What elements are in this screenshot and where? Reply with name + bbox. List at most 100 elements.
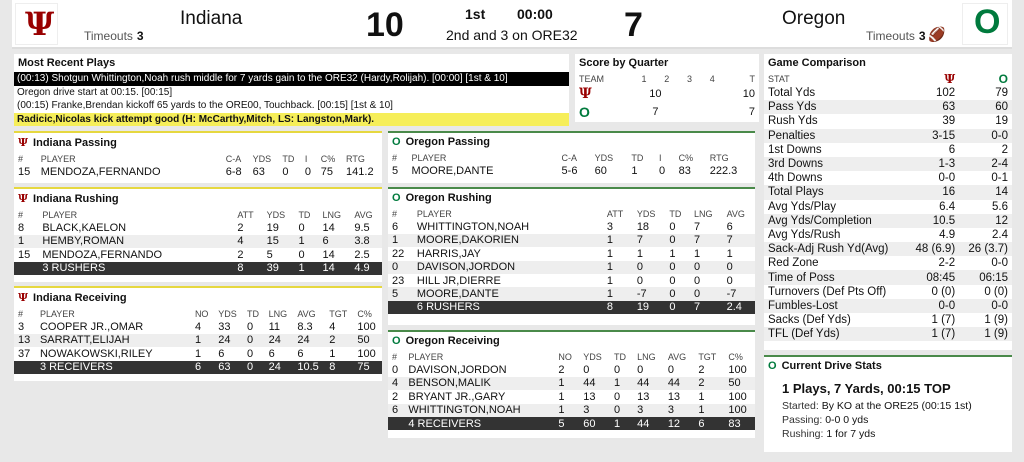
oregon-receiving-table: # PLAYER NO YDS TD LNG AVG TGT C% 0 DAVISON,JORDO… [388, 350, 755, 431]
oregon-icon: O [392, 335, 401, 347]
recent-plays-panel: Most Recent Plays (00:13) Shotgun Whitti… [14, 54, 569, 126]
oregon-icon: O [579, 104, 590, 121]
play-item: (00:13) Shotgun Whittington,Noah rush mi… [14, 72, 569, 86]
away-team-name: Oregon [782, 8, 846, 29]
table-row: 1st Downs 6 2 [768, 143, 1008, 156]
oregon-passing-title: Oregon Passing [405, 136, 490, 148]
indiana-passing-title: Indiana Passing [33, 136, 117, 149]
drive-started: Started: By KO at the ORE25 (00:15 1st) [782, 400, 972, 412]
table-row: 15 MENDOZA,FERNANDO 2 5 0 14 2.5 [18, 248, 370, 261]
scoreboard-header: Ψ Indiana Timeouts 3 10 1st 00:00 2nd and… [12, 0, 1012, 49]
totals-row: 3 RUSHERS 8 39 1 14 4.9 [14, 261, 382, 275]
indiana-rushing-title: Indiana Rushing [33, 192, 119, 205]
table-row: Rush Yds 39 19 [768, 115, 1008, 128]
period: 1st [465, 6, 486, 22]
oregon-icon: O [998, 72, 1008, 86]
game-comparison-title: Game Comparison [768, 57, 866, 69]
table-row: Sack-Adj Rush Yd(Avg) 48 (6.9) 26 (3.7) [764, 242, 1012, 257]
current-drive-title: Current Drive Stats [781, 360, 882, 372]
table-row: 8 BLACK,KAELON 2 19 0 14 9.5 [18, 222, 370, 235]
indiana-logo: Ψ [15, 3, 58, 45]
table-row: Total Yds 102 79 [768, 87, 1008, 100]
home-team-name: Indiana [180, 8, 243, 29]
indiana-rushing-panel: Ψ Indiana Rushing # PLAYER ATT YDS TD LNG AVG 8… [14, 187, 382, 282]
table-row: 22 HARRIS,JAY 1 1 1 1 1 [392, 247, 733, 260]
oregon-icon: O [768, 360, 777, 372]
table-row: 0 DAVISON,JORDON 1 0 0 0 0 [388, 260, 755, 274]
play-item: Radicic,Nicolas kick attempt good (H: Mc… [14, 112, 569, 126]
indiana-icon: Ψ [579, 86, 592, 103]
table-row: Fumbles-Lost 0-0 0-0 [764, 298, 1012, 313]
table-row: Avg Yds/Play 6.4 5.6 [768, 200, 1008, 213]
table-row: Time of Poss 08:45 06:15 [764, 270, 1012, 285]
possession-football-icon: 🏈 [928, 26, 946, 42]
oregon-rushing-table: # PLAYER ATT YDS TD LNG AVG 6 WHITTINGTON,NOAH 3… [388, 207, 755, 315]
totals-row: 4 RECEIVERS 5 60 1 44 12 6 83 [388, 416, 755, 431]
table-row: Red Zone 2-2 0-0 [768, 257, 1008, 270]
totals-row: 6 RUSHERS 8 19 0 7 2.4 [388, 300, 755, 315]
indiana-receiving-panel: Ψ Indiana Receiving # PLAYER NO YDS TD LNG AVG T… [14, 286, 382, 381]
oregon-icon: O [392, 136, 401, 148]
indiana-passing-table: # PLAYER C-A YDS TD I C% RTG 15 MENDOZA,FERNANDO… [14, 152, 382, 179]
game-clock: 00:00 [517, 6, 553, 22]
indiana-icon: Ψ [18, 192, 29, 205]
play-item: Oregon drive start at 00:15. [00:15] [17, 86, 173, 98]
table-row: Sacks (Def Yds) 1 (7) 1 (9) [768, 314, 1008, 327]
home-timeouts: Timeouts 3 [84, 29, 144, 43]
table-row: 3rd Downs 1-3 2-4 [764, 156, 1012, 172]
table-row: 5 MOORE,DANTE 5-6 60 1 0 83 222.3 [392, 165, 738, 178]
table-row: 2 BRYANT JR.,GARY 1 13 0 13 13 1 100 [392, 390, 747, 403]
table-row: Pass Yds 63 60 [764, 100, 1012, 115]
oregon-receiving-title: Oregon Receiving [405, 335, 500, 347]
table-row: 3 COOPER JR.,OMAR 4 33 0 11 8.3 4 100 [18, 321, 376, 334]
oregon-icon: O [392, 192, 401, 204]
game-comparison-panel: Game Comparison STAT Ψ O Total Yds 102 79 Pa… [764, 54, 1012, 350]
indiana-rushing-table: # PLAYER ATT YDS TD LNG AVG 8 BLACK,KAELON 2 19 0 1… [14, 208, 382, 275]
table-row: 1 MOORE,DAKORIEN 1 7 0 7 7 [388, 233, 755, 248]
table-row: TFL (Def Yds) 1 (7) 1 (9) [764, 327, 1012, 342]
oregon-passing-table: # PLAYER C-A YDS TD I C% RTG 5 MOORE,DANTE 5-6 60 1… [388, 151, 755, 178]
table-row: 6 WHITTINGTON,NOAH 1 3 0 3 3 1 100 [388, 403, 755, 417]
indiana-icon: Ψ [944, 72, 956, 86]
table-row: Avg Yds/Rush 4.9 2.4 [768, 228, 1008, 241]
table-row: Total Plays 16 14 [764, 185, 1012, 200]
oregon-receiving-panel: O Oregon Receiving # PLAYER NO YDS TD LNG AVG TG… [388, 330, 755, 438]
totals-row: 3 RECEIVERS 6 63 0 24 10.5 8 75 [14, 360, 382, 374]
table-row: 4th Downs 0-0 0-1 [768, 172, 1008, 185]
game-comparison-table: STAT Ψ O Total Yds 102 79 Pass Yds 63 60 Rush … [764, 72, 1012, 342]
drive-rushing: Rushing: 1 for 7 yds [782, 428, 876, 440]
table-row: 15 MENDOZA,FERNANDO 6-8 63 0 0 75 141.2 [18, 166, 374, 179]
play-item: (00:15) Franke,Brendan kickoff 65 yards … [17, 100, 393, 111]
table-row: 4 BENSON,MALIK 1 44 1 44 44 2 50 [388, 376, 755, 391]
table-row: Penalties 3-15 0-0 [764, 128, 1012, 143]
score-by-quarter-title: Score by Quarter [579, 57, 669, 69]
indiana-receiving-title: Indiana Receiving [33, 291, 127, 304]
table-row: 13 SARRATT,ELIJAH 1 24 0 24 24 2 50 [14, 333, 382, 348]
oregon-logo: O [962, 3, 1008, 45]
indiana-passing-panel: Ψ Indiana Passing # PLAYER C-A YDS TD I C% RTG 1… [14, 131, 382, 183]
down-distance: 2nd and 3 on ORE32 [446, 27, 578, 43]
table-row: 23 HILL JR,DIERRE 1 0 0 0 0 [392, 274, 733, 287]
oregon-rushing-title: Oregon Rushing [405, 192, 492, 204]
drive-summary: 1 Plays, 7 Yards, 00:15 TOP [782, 381, 951, 396]
away-score: 7 [624, 6, 643, 44]
recent-plays-title: Most Recent Plays [18, 57, 116, 69]
table-row: 5 MOORE,DANTE 1 -7 0 0 -7 [388, 287, 755, 301]
current-drive-panel: O Current Drive Stats 1 Plays, 7 Yards, 0… [764, 355, 1012, 452]
table-row: 0 DAVISON,JORDON 2 0 0 0 0 2 100 [392, 364, 747, 377]
home-score: 10 [366, 6, 404, 44]
table-row: Turnovers (Def Pts Off) 0 (0) 0 (0) [768, 285, 1008, 298]
indiana-icon: Ψ [18, 291, 29, 304]
table-row: 37 NOWAKOWSKI,RILEY 1 6 0 6 6 1 100 [18, 347, 376, 360]
indiana-receiving-table: # PLAYER NO YDS TD LNG AVG TGT C% 3 COOPER JR.,OM… [14, 307, 382, 374]
indiana-icon: Ψ [18, 136, 29, 149]
away-timeouts: Timeouts 3 [866, 29, 926, 43]
table-row: Avg Yds/Completion 10.5 12 [764, 213, 1012, 228]
table-row: 6 WHITTINGTON,NOAH 3 18 0 7 6 [392, 221, 733, 234]
drive-passing: Passing: 0-0 0 yds [782, 414, 869, 426]
table-row: 1 HEMBY,ROMAN 4 15 1 6 3.8 [14, 234, 382, 249]
